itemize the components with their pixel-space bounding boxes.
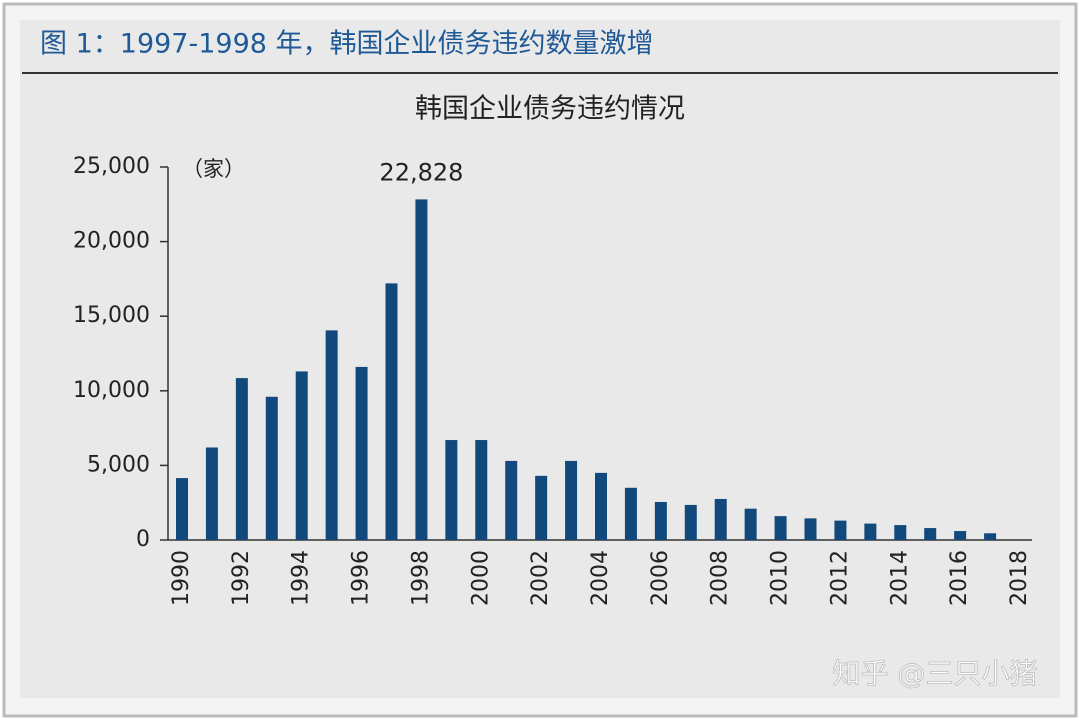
y-tick-label: 15,000 bbox=[73, 303, 150, 328]
bar bbox=[235, 378, 248, 540]
bar bbox=[774, 516, 787, 540]
watermark: 知乎 @三只小猪 bbox=[833, 657, 1038, 690]
bar bbox=[176, 478, 188, 540]
bar bbox=[595, 472, 607, 540]
bar bbox=[415, 199, 428, 540]
value-label: 22,828 bbox=[379, 158, 463, 186]
bar bbox=[535, 475, 548, 540]
x-tick-label: 1998 bbox=[408, 550, 433, 606]
chart-title: 韩国企业债务违约情况 bbox=[415, 94, 685, 125]
x-tick-label: 2014 bbox=[887, 550, 912, 606]
bar bbox=[624, 487, 637, 540]
bar bbox=[265, 396, 278, 540]
bar bbox=[475, 440, 488, 540]
bar bbox=[714, 498, 727, 540]
bar bbox=[205, 447, 218, 540]
bar bbox=[834, 520, 847, 540]
bar bbox=[684, 504, 697, 540]
x-tick-label: 1990 bbox=[169, 550, 194, 606]
bar bbox=[744, 508, 757, 540]
x-tick-label: 2010 bbox=[768, 550, 793, 606]
bar bbox=[505, 460, 518, 540]
bar bbox=[984, 533, 997, 540]
x-tick-label: 2004 bbox=[588, 550, 613, 606]
x-tick-label: 2000 bbox=[468, 550, 493, 606]
bar bbox=[924, 528, 937, 540]
bar bbox=[445, 440, 458, 540]
bar bbox=[355, 366, 368, 540]
bar bbox=[325, 330, 338, 540]
figure-title: 图 1：1997-1998 年，韩国企业债务违约数量激增 bbox=[40, 29, 654, 60]
panel bbox=[20, 20, 1060, 698]
y-tick-label: 20,000 bbox=[73, 229, 150, 254]
x-tick-label: 2012 bbox=[827, 550, 852, 606]
y-tick-label: 0 bbox=[136, 527, 150, 552]
bar bbox=[385, 283, 398, 540]
x-tick-label: 2018 bbox=[1007, 550, 1032, 606]
bar bbox=[565, 460, 578, 540]
x-tick-label: 1994 bbox=[289, 550, 314, 606]
bar bbox=[804, 518, 817, 540]
bar bbox=[864, 523, 877, 540]
unit-label: （家） bbox=[182, 157, 245, 181]
bar bbox=[295, 371, 308, 540]
bar bbox=[894, 525, 907, 540]
y-tick-label: 10,000 bbox=[73, 378, 150, 403]
y-tick-label: 5,000 bbox=[87, 452, 150, 477]
x-tick-label: 2008 bbox=[708, 550, 733, 606]
bar bbox=[654, 501, 667, 540]
x-tick-label: 1996 bbox=[349, 550, 374, 606]
x-tick-label: 1992 bbox=[229, 550, 254, 606]
bar bbox=[954, 531, 967, 540]
x-tick-label: 2006 bbox=[648, 550, 673, 606]
x-tick-label: 2002 bbox=[528, 550, 553, 606]
y-tick-label: 25,000 bbox=[73, 154, 150, 179]
x-tick-label: 2016 bbox=[947, 550, 972, 606]
